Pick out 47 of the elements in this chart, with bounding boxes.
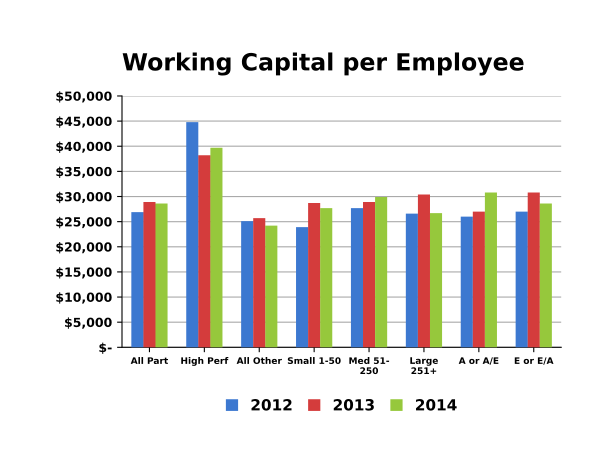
bar: [460, 216, 473, 348]
bar: [406, 214, 418, 348]
bar: [155, 204, 168, 348]
x-tick-label: All Part: [130, 357, 168, 364]
bar: [472, 212, 485, 348]
legend-label: 2014: [416, 399, 457, 411]
bar: [540, 204, 552, 348]
y-tick-label: $35,000: [56, 166, 112, 178]
legend-label: 2013: [334, 399, 374, 411]
x-tick-label: Small 1-50: [288, 357, 341, 364]
y-tick-label: $20,000: [56, 242, 112, 254]
legend-label: 2012: [252, 399, 292, 411]
x-tick-label: All Other: [236, 357, 282, 364]
bar: [350, 208, 364, 348]
bar: [418, 194, 430, 348]
y-tick-label: $5,000: [65, 317, 112, 329]
y-tick-label: $30,000: [56, 192, 112, 204]
y-tick-label: $50,000: [56, 91, 112, 103]
x-tick-label: Med 51- 250: [349, 357, 390, 374]
bar: [430, 213, 442, 348]
y-tick-label: $-: [99, 342, 112, 354]
y-tick-label: $10,000: [56, 292, 112, 304]
x-tick-label: A or A/E: [458, 357, 498, 365]
bar: [320, 208, 332, 348]
bar: [186, 122, 198, 348]
bar: [210, 148, 222, 348]
y-tick-label: $40,000: [56, 141, 112, 153]
bar: [308, 203, 320, 348]
x-tick-label: E or E/A: [514, 357, 554, 365]
bar: [484, 192, 497, 348]
y-tick-label: $15,000: [56, 267, 112, 278]
bar: [363, 202, 376, 348]
bar: [143, 202, 156, 348]
bar: [241, 221, 254, 348]
bar: [198, 155, 210, 348]
bar: [131, 212, 144, 348]
bar: [375, 197, 388, 348]
bar: [528, 192, 540, 348]
y-tick-label: $25,000: [56, 216, 112, 228]
bar: [253, 218, 266, 348]
x-tick-label: High Perf: [181, 357, 228, 366]
chart-title: Working Capital per Employee: [122, 52, 524, 76]
bar: [296, 227, 308, 348]
x-tick-label: Large 251+: [410, 357, 438, 374]
y-tick-label: $45,000: [56, 116, 112, 128]
bar: [265, 226, 278, 348]
bar: [516, 212, 528, 348]
